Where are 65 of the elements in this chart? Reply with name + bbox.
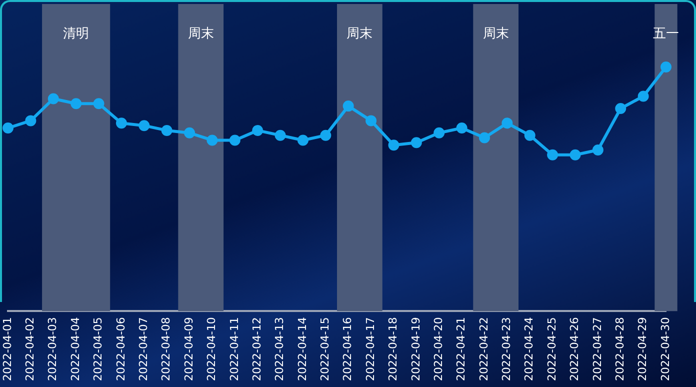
x-tick-label: 2022-04-04 <box>68 317 82 382</box>
x-tick-label: 2022-04-29 <box>636 317 650 382</box>
x-tick-label: 2022-04-08 <box>160 317 173 382</box>
x-tick-label: 2022-04-28 <box>613 317 626 382</box>
x-tick-label: 2022-04-14 <box>296 317 309 382</box>
point <box>660 62 672 72</box>
point <box>320 130 332 141</box>
point <box>388 140 400 151</box>
point <box>524 130 536 141</box>
x-tick-label: 2022-04-20 <box>432 317 445 382</box>
band-label: 周末 <box>482 26 509 42</box>
point <box>93 98 104 110</box>
band-label: 清明 <box>63 26 90 42</box>
band-label: 五一 <box>653 26 679 42</box>
x-tick-label: 2022-04-12 <box>250 317 264 382</box>
x-tick-label: 2022-04-06 <box>114 317 128 382</box>
x-tick-label: 2022-04-16 <box>341 317 354 382</box>
x-tick-label: 2022-04-25 <box>545 317 558 382</box>
point <box>547 149 558 160</box>
x-tick-label: 2022-04-21 <box>454 317 468 382</box>
x-tick-label: 2022-04-22 <box>477 317 490 382</box>
point <box>434 127 445 138</box>
point <box>48 93 59 104</box>
point <box>342 100 354 112</box>
x-tick-label: 2022-04-26 <box>568 317 582 382</box>
band-label: 周末 <box>346 26 373 42</box>
point <box>138 120 150 132</box>
x-tick-label: 2022-04-07 <box>136 317 150 382</box>
point <box>252 124 264 136</box>
point <box>229 134 240 146</box>
x-tick-label: 2022-04-02 <box>24 317 37 382</box>
point <box>456 122 468 134</box>
x-tick-label: 2022-04-23 <box>500 317 514 382</box>
point <box>161 124 172 136</box>
point <box>116 118 127 129</box>
x-tick-label: 2022-04-03 <box>46 317 60 382</box>
x-tick-label: 2022-04-17 <box>364 317 377 382</box>
point <box>25 115 36 126</box>
x-tick-label: 2022-04-10 <box>205 317 218 382</box>
x-tick-label: 2022-04-11 <box>228 317 241 382</box>
x-tick-label: 2022-04-24 <box>522 317 536 382</box>
point <box>410 137 422 148</box>
point <box>2 122 14 134</box>
x-tick-label: 2022-04-13 <box>273 317 286 382</box>
x-tick-label: 2022-04-30 <box>658 317 672 382</box>
point <box>478 132 490 144</box>
point <box>570 149 581 160</box>
x-tick-label: 2022-04-18 <box>386 317 400 382</box>
point <box>592 144 604 156</box>
x-tick-label: 2022-04-05 <box>92 317 105 382</box>
x-tick-label: 2022-04-19 <box>409 317 422 382</box>
x-tick-label: 2022-04-27 <box>590 317 604 382</box>
point <box>297 134 308 146</box>
point <box>206 134 218 146</box>
point <box>184 127 196 138</box>
point <box>615 102 626 114</box>
x-tick-label: 2022-04-15 <box>318 317 332 382</box>
x-tick-label: 2022-04-09 <box>182 317 196 382</box>
point <box>366 115 377 126</box>
point <box>274 130 286 141</box>
point <box>502 118 513 129</box>
point <box>70 98 82 110</box>
x-tick-label: 2022-04-01 <box>0 317 14 382</box>
point <box>638 90 649 102</box>
band-label: 周末 <box>188 26 214 42</box>
